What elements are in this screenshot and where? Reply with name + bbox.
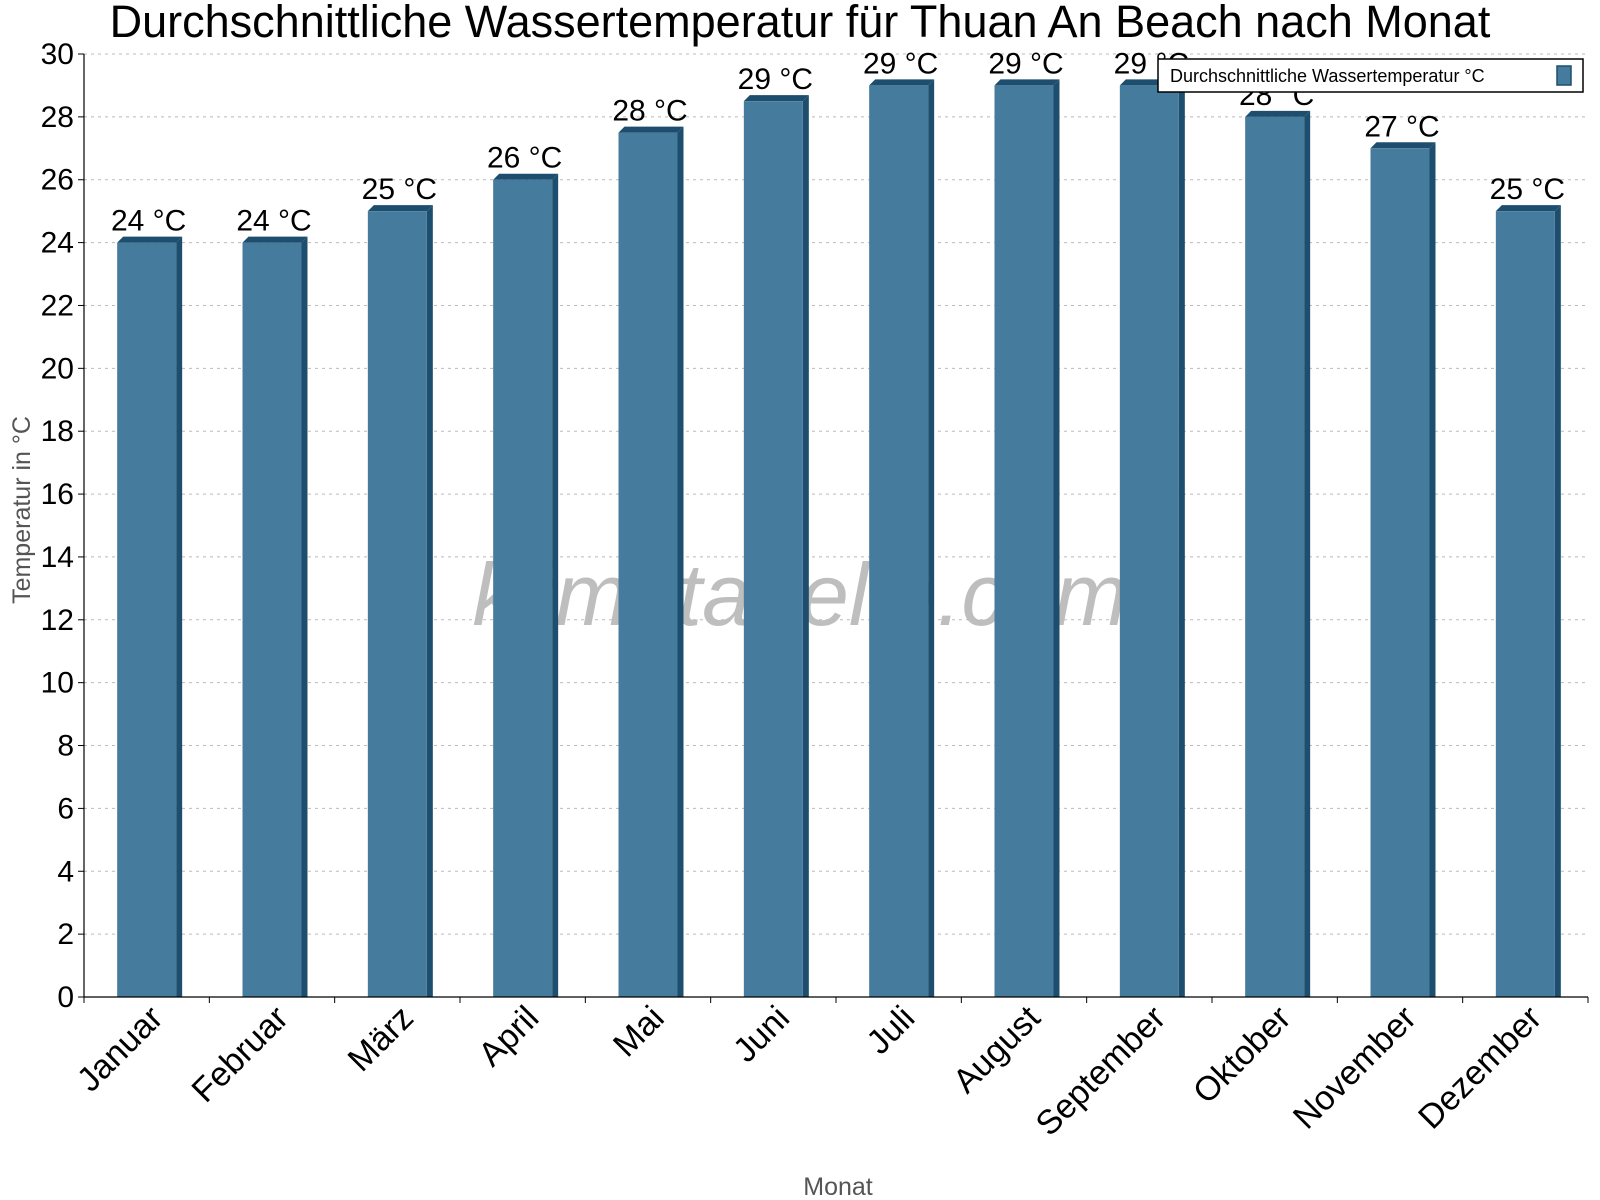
data-label: 29 °C bbox=[738, 63, 813, 96]
bars bbox=[117, 79, 1561, 998]
x-tick-label: November bbox=[1286, 999, 1424, 1137]
bar-side bbox=[426, 205, 433, 997]
chart-title: Durchschnittliche Wassertemperatur für T… bbox=[110, 0, 1491, 47]
x-tick-label: Mai bbox=[606, 999, 672, 1065]
bar-top bbox=[367, 205, 433, 212]
y-tick-label: 2 bbox=[57, 918, 74, 951]
gridlines bbox=[84, 53, 1588, 935]
x-tick-label: April bbox=[471, 999, 546, 1074]
legend-label: Durchschnittliche Wassertemperatur °C bbox=[1170, 66, 1485, 86]
x-axis-title: Monat bbox=[803, 1173, 873, 1200]
bar-top bbox=[1495, 205, 1561, 212]
y-tick-label: 20 bbox=[41, 352, 74, 385]
y-tick-label: 14 bbox=[41, 541, 74, 574]
y-tick-label: 12 bbox=[41, 604, 74, 637]
bar-side bbox=[552, 173, 559, 997]
bar bbox=[1245, 116, 1305, 997]
bar bbox=[743, 101, 803, 997]
y-tick-label: 24 bbox=[41, 227, 74, 260]
bar bbox=[1119, 85, 1179, 997]
x-tick-label: Februar bbox=[185, 999, 296, 1110]
x-tick-label: Oktober bbox=[1186, 999, 1298, 1111]
data-label: 25 °C bbox=[362, 173, 437, 206]
bar-top bbox=[1370, 142, 1436, 149]
bar-top bbox=[743, 95, 809, 102]
bar-top bbox=[869, 79, 935, 86]
bar bbox=[1495, 211, 1555, 997]
data-label: 26 °C bbox=[487, 142, 562, 175]
data-label: 29 °C bbox=[988, 47, 1063, 80]
bar-side bbox=[928, 79, 935, 997]
bar-top bbox=[493, 173, 559, 180]
data-label: 24 °C bbox=[236, 205, 311, 238]
bar-side bbox=[1554, 205, 1561, 997]
y-tick-label: 18 bbox=[41, 415, 74, 448]
x-tick-label: September bbox=[1029, 999, 1173, 1143]
data-label: 28 °C bbox=[612, 95, 687, 128]
y-tick-label: 4 bbox=[57, 855, 74, 888]
x-tick-label: August bbox=[946, 998, 1048, 1100]
bar-side bbox=[176, 236, 183, 998]
y-tick-label: 30 bbox=[41, 38, 74, 71]
data-labels: 24 °C 24 °C 25 °C 26 °C 28 °C 29 °C 29 °C 29 °C… bbox=[111, 47, 1565, 237]
bar bbox=[869, 85, 929, 997]
bar-top bbox=[994, 79, 1060, 86]
y-tick-label: 10 bbox=[41, 667, 74, 700]
x-tick-label: Januar bbox=[70, 999, 170, 1099]
bar bbox=[994, 85, 1054, 997]
bar bbox=[493, 179, 553, 997]
x-tick-label: Dezember bbox=[1411, 999, 1549, 1137]
y-tick-label: 0 bbox=[57, 981, 74, 1014]
bar-top bbox=[117, 236, 183, 243]
x-tick-label: Juni bbox=[726, 999, 797, 1070]
bar-top bbox=[242, 236, 308, 243]
data-label: 27 °C bbox=[1364, 110, 1439, 143]
bar-side bbox=[1053, 79, 1060, 997]
y-tick-label: 26 bbox=[41, 164, 74, 197]
bar bbox=[618, 132, 678, 998]
bar-side bbox=[677, 126, 684, 998]
bar bbox=[117, 242, 177, 998]
bar-side bbox=[802, 95, 809, 997]
data-label: 25 °C bbox=[1490, 173, 1565, 206]
y-axis-title: Temperatur in °C bbox=[8, 416, 36, 604]
data-label: 24 °C bbox=[111, 205, 186, 238]
y-tick-label: 28 bbox=[41, 101, 74, 134]
x-tick-label: Juli bbox=[859, 999, 922, 1062]
bar-side bbox=[1304, 110, 1311, 997]
bar-side bbox=[301, 236, 308, 998]
bar bbox=[367, 211, 427, 997]
data-label: 29 °C bbox=[863, 47, 938, 80]
legend-box bbox=[1157, 58, 1584, 93]
bar-side bbox=[1429, 142, 1436, 998]
bar bbox=[242, 242, 302, 998]
x-tick-label: März bbox=[341, 999, 421, 1079]
y-tick-label: 6 bbox=[57, 792, 74, 825]
bar bbox=[1370, 148, 1430, 998]
y-tick-label: 8 bbox=[57, 730, 74, 763]
y-tick-label: 22 bbox=[41, 289, 74, 322]
bar-top bbox=[1245, 110, 1311, 117]
legend-swatch bbox=[1556, 65, 1572, 86]
bar-top bbox=[618, 126, 684, 133]
legend: Durchschnittliche Wassertemperatur °C bbox=[1157, 58, 1584, 93]
y-tick-label: 16 bbox=[41, 478, 74, 511]
bar-side bbox=[1178, 79, 1185, 997]
